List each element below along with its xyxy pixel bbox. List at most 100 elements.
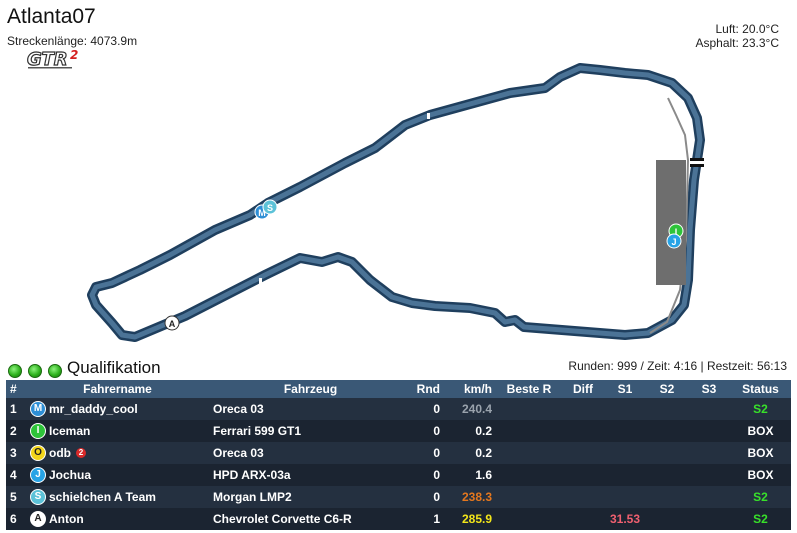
sector-marker [427, 113, 430, 119]
col-diff[interactable]: Diff [562, 380, 604, 398]
cell-pos: 4 [6, 464, 26, 486]
cell-status: BOX [730, 464, 791, 486]
driver-badge-icon: A [30, 511, 46, 527]
col-speed[interactable]: km/h [444, 380, 496, 398]
cell-status: S2 [730, 398, 791, 420]
cell-best-lap [496, 420, 562, 442]
status-light-icon [28, 364, 42, 378]
car-marker-s[interactable]: S [262, 199, 278, 215]
cell-s1 [604, 486, 646, 508]
cell-s3 [688, 464, 730, 486]
cell-driver: A Anton [26, 508, 209, 530]
cell-s2 [646, 508, 688, 530]
cell-speed: 240.4 [444, 398, 496, 420]
table-row[interactable]: 2 I Iceman Ferrari 599 GT1 0 0.2 BOX [6, 420, 791, 442]
cell-speed: 238.3 [444, 486, 496, 508]
cell-diff [562, 420, 604, 442]
cell-s2 [646, 442, 688, 464]
car-marker-a[interactable]: A [164, 315, 180, 331]
svg-text:2: 2 [70, 48, 78, 62]
cell-s1 [604, 464, 646, 486]
svg-text:J: J [671, 237, 676, 247]
cell-pos: 5 [6, 486, 26, 508]
cell-s3 [688, 442, 730, 464]
cell-car: Oreca 03 [209, 442, 412, 464]
cell-s2 [646, 420, 688, 442]
cell-s3 [688, 420, 730, 442]
cell-car: Morgan LMP2 [209, 486, 412, 508]
col-car[interactable]: Fahrzeug [209, 380, 412, 398]
driver-badge-icon: I [30, 423, 46, 439]
driver-badge-icon: S [30, 489, 46, 505]
cell-car: Ferrari 599 GT1 [209, 420, 412, 442]
cell-speed: 0.2 [444, 420, 496, 442]
cell-diff [562, 464, 604, 486]
cell-status: BOX [730, 420, 791, 442]
cell-laps: 0 [412, 486, 444, 508]
cell-best-lap [496, 442, 562, 464]
col-best-lap[interactable]: Beste R [496, 380, 562, 398]
cell-s3 [688, 508, 730, 530]
col-s1[interactable]: S1 [604, 380, 646, 398]
col-s3[interactable]: S3 [688, 380, 730, 398]
cell-best-lap [496, 464, 562, 486]
status-light-icon [48, 364, 62, 378]
cell-status: S2 [730, 486, 791, 508]
table-row[interactable]: 4 J Jochua HPD ARX-03a 0 1.6 BOX [6, 464, 791, 486]
svg-text:A: A [169, 319, 176, 329]
car-marker-j[interactable]: J [666, 233, 682, 249]
col-driver[interactable]: Fahrername [26, 380, 209, 398]
cell-best-lap [496, 398, 562, 420]
col-pos[interactable]: # [6, 380, 26, 398]
cell-diff [562, 442, 604, 464]
track-outline [87, 63, 705, 342]
cell-pos: 1 [6, 398, 26, 420]
driver-badge-icon: M [30, 401, 46, 417]
table-header-row: # Fahrername Fahrzeug Rnd km/h Beste R D… [6, 380, 791, 398]
col-laps[interactable]: Rnd [412, 380, 444, 398]
cell-pos: 2 [6, 420, 26, 442]
cell-status: S2 [730, 508, 791, 530]
pit-building [656, 160, 686, 285]
cell-driver: I Iceman [26, 420, 209, 442]
cell-best-lap [496, 486, 562, 508]
cell-driver: J Jochua [26, 464, 209, 486]
asphalt-temperature: Asphalt: 23.3°C [695, 36, 779, 50]
start-finish-line [690, 158, 704, 167]
track-map: M S I J A [87, 63, 705, 342]
cell-car: Chevrolet Corvette C6-R [209, 508, 412, 530]
svg-text:GTR: GTR [27, 49, 68, 70]
sector-marker [259, 278, 262, 284]
driver-name: mr_daddy_cool [49, 402, 138, 416]
cell-s2 [646, 486, 688, 508]
cell-s2 [646, 398, 688, 420]
table-row[interactable]: 6 A Anton Chevrolet Corvette C6-R 1 285.9 31.5… [6, 508, 791, 530]
race-info: Runden: 999 / Zeit: 4:16 | Restzeit: 56:… [568, 359, 787, 373]
weather-info: Luft: 20.0°C Asphalt: 23.3°C [695, 22, 779, 50]
cell-diff [562, 398, 604, 420]
cell-best-lap [496, 508, 562, 530]
track-title: Atlanta07 [7, 5, 96, 28]
cell-diff [562, 508, 604, 530]
cell-speed: 285.9 [444, 508, 496, 530]
penalty-flag-icon: 2 [76, 448, 86, 458]
standings-table: # Fahrername Fahrzeug Rnd km/h Beste R D… [6, 380, 791, 530]
cell-s2 [646, 464, 688, 486]
cell-pos: 3 [6, 442, 26, 464]
col-s2[interactable]: S2 [646, 380, 688, 398]
driver-badge-icon: O [30, 445, 46, 461]
cell-status: BOX [730, 442, 791, 464]
pit-lane [649, 97, 690, 334]
driver-badge-icon: J [30, 467, 46, 483]
session-name: Qualifikation [67, 358, 161, 377]
status-light-icon [8, 364, 22, 378]
cell-s1: 31.53 [604, 508, 646, 530]
cell-laps: 0 [412, 442, 444, 464]
col-status[interactable]: Status [730, 380, 791, 398]
